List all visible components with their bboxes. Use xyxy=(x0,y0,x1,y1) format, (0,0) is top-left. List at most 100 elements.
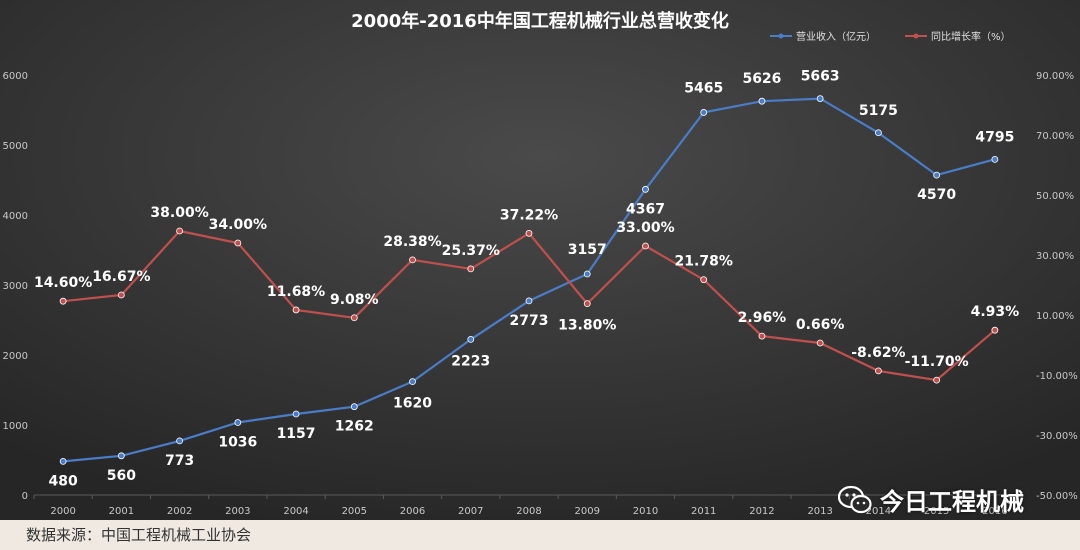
data-label-0: 4570 xyxy=(917,187,956,203)
data-point-1 xyxy=(700,276,708,284)
y-right-tick-label: -10.00% xyxy=(1036,371,1078,382)
y-right-tick-label: 70.00% xyxy=(1036,131,1074,142)
data-label-1: 25.37% xyxy=(442,243,500,259)
y-left-tick-label: 3000 xyxy=(3,281,28,292)
data-point-0 xyxy=(234,419,242,426)
data-point-0 xyxy=(758,97,766,105)
data-point-1 xyxy=(467,265,475,273)
chart-svg: 2000年-2016中年国工程机械行业总营收变化 0 1000 2000 3000 400… xyxy=(0,0,1080,520)
data-label-0: 3157 xyxy=(568,242,607,258)
data-label-0: 1157 xyxy=(277,426,316,442)
data-label-1: 33.00% xyxy=(616,220,674,236)
legend-marker xyxy=(778,33,784,39)
x-tick-label: 2005 xyxy=(342,506,367,517)
legend-label: 营业收入（亿元） xyxy=(796,30,876,43)
data-point-0 xyxy=(176,437,183,445)
data-point-0 xyxy=(583,270,591,278)
watermark-text: 今日工程机械 xyxy=(880,488,1024,516)
data-point-1 xyxy=(292,306,300,314)
x-tick-label: 2010 xyxy=(633,506,658,517)
data-label-0: 773 xyxy=(165,453,194,469)
data-label-0: 2223 xyxy=(451,353,490,369)
data-label-1: 37.22% xyxy=(500,207,558,223)
data-point-1 xyxy=(59,297,67,305)
chart-background xyxy=(0,0,1080,520)
data-label-1: 4.93% xyxy=(971,304,1020,320)
data-point-1 xyxy=(583,300,591,308)
y-right-tick-label: 50.00% xyxy=(1036,191,1074,202)
data-label-0: 2773 xyxy=(510,313,549,329)
x-tick-label: 2000 xyxy=(50,506,75,517)
data-point-1 xyxy=(933,376,941,384)
data-point-0 xyxy=(292,410,300,418)
data-label-0: 5626 xyxy=(742,71,781,87)
data-point-0 xyxy=(117,452,125,460)
data-point-0 xyxy=(991,155,999,163)
data-label-1: 38.00% xyxy=(150,205,208,221)
data-point-0 xyxy=(875,129,882,137)
data-label-1: 34.00% xyxy=(209,217,267,233)
x-tick-label: 2007 xyxy=(458,506,483,517)
data-label-0: 480 xyxy=(49,473,78,489)
x-tick-label: 2013 xyxy=(807,506,832,517)
data-point-0 xyxy=(350,403,358,411)
data-point-1 xyxy=(991,326,999,334)
y-left-tick-label: 1000 xyxy=(3,421,28,432)
x-tick-label: 2001 xyxy=(109,506,134,517)
y-left-tick-label: 4000 xyxy=(3,211,28,222)
y-right-tick-label: -50.00% xyxy=(1036,491,1078,502)
chart-title: 2000年-2016中年国工程机械行业总营收变化 xyxy=(351,10,729,32)
data-label-1: 16.67% xyxy=(92,269,150,285)
data-label-0: 1036 xyxy=(218,434,257,450)
y-right-tick-label: -30.00% xyxy=(1036,431,1078,442)
data-point-1 xyxy=(409,256,416,264)
data-label-0: 5465 xyxy=(684,80,723,96)
y-right-tick-label: 30.00% xyxy=(1036,251,1074,262)
data-point-1 xyxy=(350,314,358,322)
data-label-0: 1620 xyxy=(393,396,432,412)
data-point-1 xyxy=(176,227,183,235)
data-label-0: 4367 xyxy=(626,201,665,217)
data-point-0 xyxy=(59,457,67,465)
y-left-tick-label: 6000 xyxy=(3,71,28,82)
y-left-tick-label: 5000 xyxy=(3,141,28,152)
x-tick-label: 2015 xyxy=(924,506,949,517)
y-right-tick-label: 10.00% xyxy=(1036,311,1074,322)
data-label-1: 2.96% xyxy=(738,310,787,326)
data-point-0 xyxy=(642,185,649,193)
data-point-1 xyxy=(758,332,766,340)
data-label-0: 560 xyxy=(107,468,136,484)
data-label-1: 0.66% xyxy=(796,317,845,333)
source-footer: 数据来源：中国工程机械工业协会 xyxy=(0,520,1080,550)
x-tick-label: 2009 xyxy=(575,506,600,517)
data-point-1 xyxy=(117,291,125,299)
data-label-1: -8.62% xyxy=(851,345,905,361)
data-label-1: 14.60% xyxy=(34,275,92,291)
x-tick-label: 2016 xyxy=(982,506,1007,517)
x-tick-label: 2004 xyxy=(283,506,308,517)
x-tick-label: 2003 xyxy=(225,506,250,517)
data-point-0 xyxy=(700,109,708,116)
data-label-1: 9.08% xyxy=(330,292,379,308)
data-point-0 xyxy=(933,171,941,179)
y-right-tick-label: 90.00% xyxy=(1036,71,1074,82)
x-tick-label: 2011 xyxy=(691,506,716,517)
x-tick-label: 2014 xyxy=(866,506,891,517)
data-label-0: 4795 xyxy=(975,129,1014,145)
data-label-1: 28.38% xyxy=(383,234,441,250)
data-point-0 xyxy=(409,378,416,386)
data-label-0: 1262 xyxy=(335,419,374,435)
data-point-0 xyxy=(467,335,475,343)
x-tick-label: 2012 xyxy=(749,506,774,517)
x-tick-label: 2002 xyxy=(167,506,192,517)
data-point-1 xyxy=(234,239,242,247)
data-label-1: -11.70% xyxy=(905,354,969,370)
data-label-0: 5663 xyxy=(801,69,840,85)
data-point-1 xyxy=(525,229,533,237)
data-label-1: 13.80% xyxy=(558,318,616,334)
legend-marker xyxy=(913,33,919,39)
data-point-1 xyxy=(875,367,882,375)
y-left-tick-label: 0 xyxy=(22,491,28,502)
data-point-0 xyxy=(525,297,533,305)
